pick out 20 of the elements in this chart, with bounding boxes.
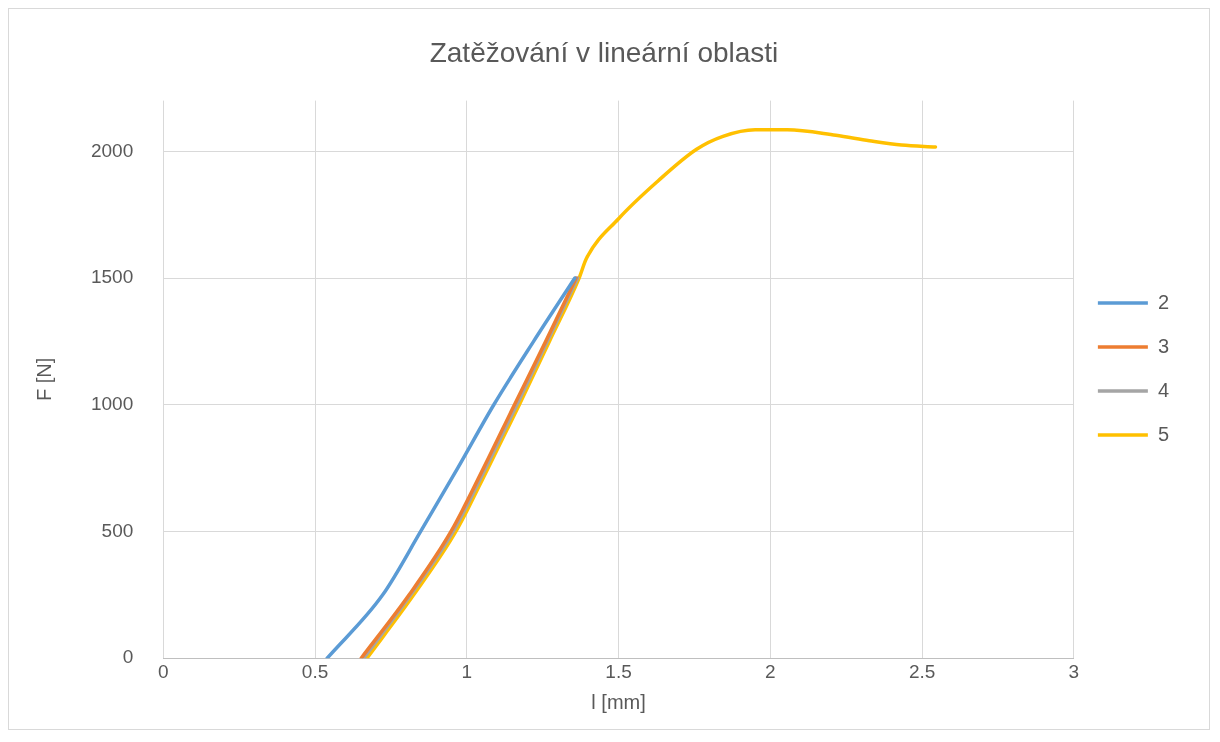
x-tick-label: 1 xyxy=(461,660,473,682)
y-tick-label: 1500 xyxy=(90,266,134,288)
y-tick-label: 500 xyxy=(101,519,134,541)
y-tick-label: 1000 xyxy=(90,392,134,414)
x-tick-label: 2 xyxy=(765,660,776,682)
x-tick-label: 2.5 xyxy=(908,660,936,682)
legend-label: 5 xyxy=(1157,422,1169,445)
line-series xyxy=(365,128,938,659)
x-axis-title: l [mm] xyxy=(591,690,646,713)
y-tick-label: 0 xyxy=(122,646,134,668)
y-axis-title: F [N] xyxy=(32,357,55,402)
x-tick-label: 0 xyxy=(157,660,169,682)
x-tick-label: 1.5 xyxy=(605,660,632,682)
chart-title: Zatěžování v lineární oblasti xyxy=(429,36,779,68)
legend-label: 2 xyxy=(1157,290,1169,313)
legend-label: 4 xyxy=(1157,378,1169,401)
x-tick-label: 3 xyxy=(1068,660,1080,682)
legend-label: 3 xyxy=(1157,334,1169,357)
y-tick-label: 2000 xyxy=(90,139,134,161)
x-tick-label: 0.5 xyxy=(301,660,329,682)
